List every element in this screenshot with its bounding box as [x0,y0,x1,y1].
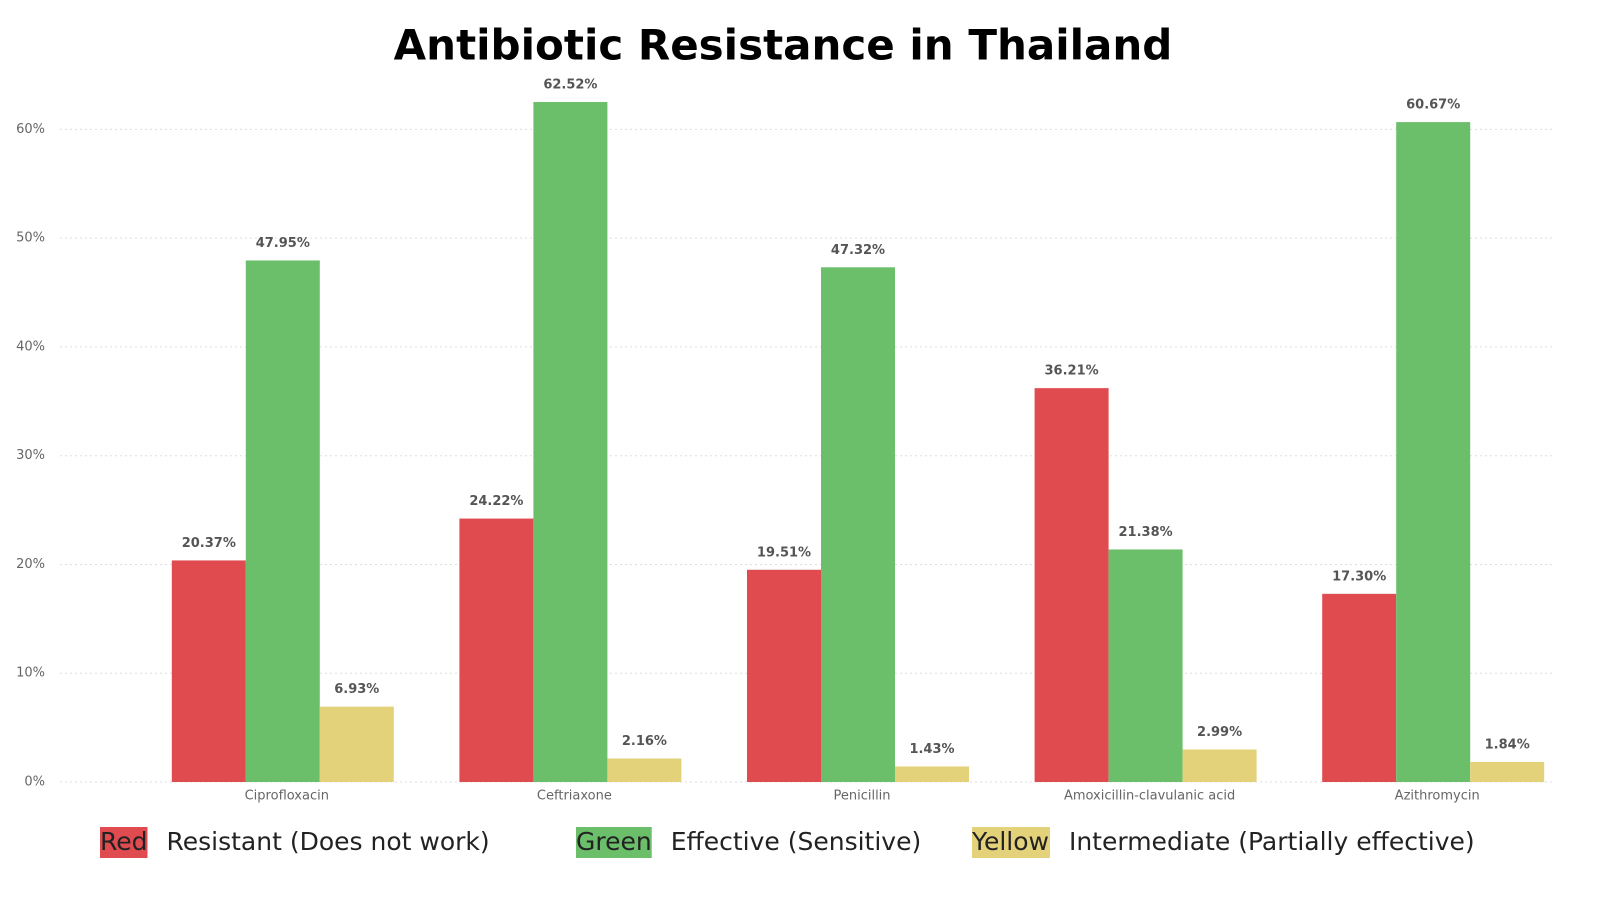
value-label: 19.51% [757,545,811,560]
legend-swatch-label: Yellow [971,827,1049,856]
value-label: 47.32% [831,243,885,258]
y-tick-label: 30% [16,448,45,463]
value-label: 6.93% [334,682,379,697]
chart-title: Antibiotic Resistance in Thailand [394,21,1173,70]
bar [1108,549,1183,782]
value-label: 20.37% [182,536,236,551]
bar [1470,761,1545,782]
legend-swatch [576,827,652,858]
y-tick-label: 50% [16,231,45,246]
value-label: 60.67% [1406,98,1460,113]
x-tick-label: Penicillin [833,789,890,804]
value-label: 21.38% [1119,525,1173,540]
bar [533,101,608,782]
value-label: 1.43% [909,742,954,757]
value-label: 1.84% [1485,737,1530,752]
bar [607,758,682,782]
bar [171,560,246,782]
value-label: 47.95% [256,236,310,251]
y-tick-label: 40% [16,339,45,354]
bar [319,706,394,782]
x-tick-label: Ceftriaxone [537,789,612,804]
bar [1322,593,1397,782]
legend-label: Resistant (Does not work) [167,827,490,856]
bar [747,569,821,782]
bar [1034,388,1109,782]
legend-label: Effective (Sensitive) [671,827,922,856]
legend-label: Intermediate (Partially effective) [1069,827,1475,856]
value-label: 2.99% [1197,725,1242,740]
y-tick-label: 60% [16,122,45,137]
legend-swatch [100,827,148,858]
x-tick-label: Ciprofloxacin [245,789,329,804]
x-tick-label: Azithromycin [1395,789,1480,804]
y-tick-label: 0% [24,775,45,790]
bar [245,260,320,782]
legend-swatch-label: Green [576,827,652,856]
value-label: 17.30% [1332,569,1386,584]
x-tick-label: Amoxicillin-clavulanic acid [1064,789,1235,804]
y-tick-label: 10% [16,666,45,681]
value-label: 62.52% [543,77,597,92]
bar [1182,749,1257,782]
value-label: 2.16% [622,734,667,749]
bar [895,766,969,782]
bar [1396,122,1471,783]
value-label: 36.21% [1045,364,1099,379]
value-label: 24.22% [469,494,523,509]
bar [821,267,895,783]
legend-swatch-label: Red [100,827,148,856]
legend-swatch [972,827,1050,858]
y-tick-label: 20% [16,557,45,572]
bar [459,518,534,782]
